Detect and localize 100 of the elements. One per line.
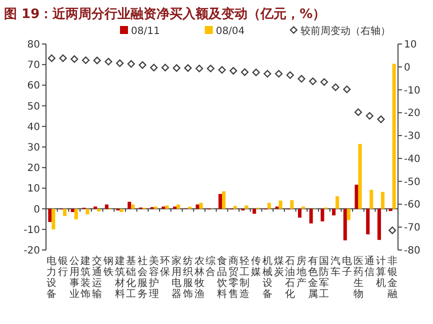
bar: [48, 208, 52, 222]
point: [298, 74, 306, 83]
x-tick-label: 综合: [206, 255, 216, 278]
bar: [320, 208, 324, 222]
x-tick-label: 石油石化: [285, 256, 296, 300]
point: [388, 226, 396, 234]
point: [332, 83, 340, 92]
x-tick-label: 国防军工: [319, 256, 330, 300]
y2-tick-label: -60: [404, 200, 420, 211]
point: [138, 61, 146, 69]
bar: [332, 208, 336, 216]
point: [320, 78, 328, 86]
bar: [70, 208, 74, 212]
point: [252, 68, 260, 76]
y2-tick-label: 0: [404, 62, 410, 74]
x-tick-label: 建筑装饰: [80, 255, 91, 300]
bar: [267, 202, 271, 209]
y2-tick-label: -40: [404, 154, 420, 165]
point: [104, 58, 112, 66]
x-tick-label: 美容护理: [148, 255, 159, 300]
point: [366, 112, 374, 120]
x-tick-label: 有色金属: [308, 255, 318, 300]
x-tick-label: 医药生物: [353, 256, 364, 300]
bar: [354, 184, 358, 209]
y-tick-label: -10: [24, 224, 40, 236]
x-tick-label: 房地产: [295, 255, 306, 289]
y-tick-label: 10: [27, 184, 40, 195]
y2-tick-label: 10: [404, 40, 417, 50]
bar: [380, 192, 384, 209]
point: [127, 60, 135, 68]
bar: [233, 206, 237, 209]
bar: [63, 208, 67, 216]
x-tick-label: 基础化工: [125, 255, 136, 300]
x-tick-label: 公用事业: [69, 255, 80, 300]
bar: [309, 208, 313, 224]
point: [354, 108, 362, 116]
x-tick-label: 家用电器: [172, 255, 182, 300]
x-tick-label: 汽车: [330, 255, 341, 278]
bar: [366, 208, 370, 234]
bar: [176, 204, 180, 209]
bar: [377, 208, 381, 240]
point: [48, 54, 56, 62]
x-tick-label: 社会服务: [138, 255, 148, 300]
point: [70, 55, 78, 63]
bar: [252, 208, 256, 214]
legend-label: 较前周变动（右轴）: [300, 25, 391, 37]
legend-label: 08/11: [131, 26, 160, 37]
bar: [199, 202, 203, 209]
bar: [336, 196, 340, 209]
bar: [278, 200, 282, 209]
bar: [196, 204, 200, 209]
point: [195, 64, 204, 72]
x-tick-label: 煤炭: [274, 255, 284, 278]
bar: [290, 200, 294, 209]
point: [286, 71, 294, 79]
x-tick-label: 银行: [57, 256, 68, 278]
point: [93, 56, 101, 64]
bar: [104, 204, 108, 209]
y2-tick-label: -10: [404, 85, 420, 96]
point: [172, 64, 180, 72]
point: [240, 68, 249, 76]
x-tick-label: 环保: [160, 256, 170, 278]
x-tick-label: 纺织服饰: [182, 255, 193, 300]
bar: [218, 194, 222, 209]
x-tick-label: 商贸零售: [228, 255, 238, 300]
point: [161, 64, 170, 72]
point: [274, 70, 283, 78]
point: [59, 54, 67, 62]
bar: [244, 206, 248, 209]
x-tick-label: 通信: [364, 255, 375, 278]
bar: [86, 208, 90, 214]
y-tick-label: 30: [27, 142, 40, 154]
y2-tick-label: -70: [404, 222, 420, 234]
point: [218, 66, 226, 74]
point: [82, 56, 90, 64]
y-tick-label: -20: [24, 246, 40, 256]
point: [184, 64, 192, 72]
y-tick-label: 70: [27, 60, 40, 72]
point: [309, 78, 317, 86]
x-tick-label: 传媒: [251, 256, 262, 278]
x-tick-label: 轻工制造: [240, 255, 250, 300]
x-tick-label: 食品饮料: [216, 255, 227, 300]
y-tick-label: 80: [27, 40, 40, 50]
y-tick-label: 0: [34, 204, 40, 216]
bar: [97, 208, 101, 212]
bar: [222, 191, 226, 209]
y2-tick-label: -30: [404, 131, 420, 142]
bar: [120, 208, 124, 212]
y2-tick-label: -20: [404, 108, 420, 120]
x-tick-label: 电子: [342, 255, 352, 278]
point: [230, 66, 238, 75]
y2-tick-label: -50: [404, 176, 420, 188]
point: [377, 116, 385, 124]
y-tick-label: 20: [27, 163, 40, 174]
y2-tick-label: -80: [404, 246, 420, 256]
bar: [298, 208, 302, 218]
bar: [392, 64, 396, 209]
x-tick-label: 计算机: [376, 255, 386, 289]
bar: [370, 190, 374, 209]
point: [206, 64, 214, 72]
